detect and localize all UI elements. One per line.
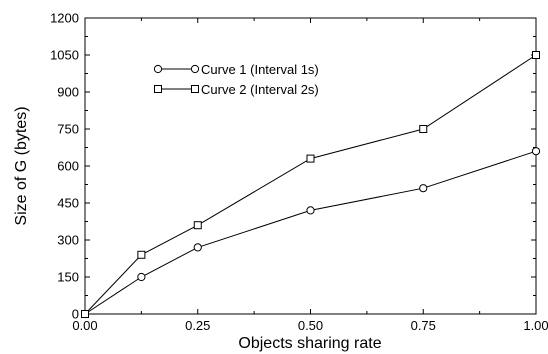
series-1-point	[419, 184, 428, 193]
x-tick-label: 0.25	[185, 318, 210, 333]
legend-marker-square-right	[191, 85, 199, 93]
y-tick-label: 300	[57, 233, 79, 248]
y-tick-labels: 0 150 300 450 600 750 900 1050 1200	[50, 11, 79, 322]
series-1-point	[531, 147, 541, 156]
y-tick-label: 150	[57, 270, 79, 285]
series-2-point	[137, 250, 146, 259]
series-2-point	[81, 310, 89, 318]
series-2-point	[193, 221, 202, 230]
series-layer	[80, 51, 541, 319]
series-line-1	[84, 150, 537, 315]
x-tick-label: 0.75	[411, 318, 436, 333]
legend-label-curve-1: Curve 1 (Interval 1s)	[201, 62, 319, 77]
legend: Curve 1 (Interval 1s) Curve 2 (Interval …	[153, 62, 319, 97]
x-tick-label: 1.00	[523, 318, 548, 333]
y-tick-label: 1200	[50, 11, 79, 26]
legend-label-curve-2: Curve 2 (Interval 2s)	[201, 82, 319, 97]
y-tick-label: 1050	[50, 48, 79, 63]
series-1-point	[137, 272, 146, 282]
axis-ticks	[84, 17, 537, 315]
x-tick-labels: 0.00 0.25 0.50 0.75 1.00	[72, 318, 548, 333]
series-2-point	[419, 125, 428, 133]
y-tick-label: 750	[57, 122, 79, 137]
series-line-2	[84, 54, 537, 315]
y-tick-label: 600	[57, 159, 79, 174]
legend-marker-square-left	[154, 85, 162, 93]
y-tick-label: 0	[72, 307, 79, 322]
x-axis-title: Objects sharing rate	[238, 335, 381, 352]
series-1-point	[193, 243, 202, 252]
series-2-point	[306, 154, 315, 163]
x-tick-label: 0.00	[72, 318, 97, 333]
y-axis-title: Size of G (bytes)	[13, 106, 30, 225]
legend-marker-circle-right	[190, 64, 200, 74]
series-2-point	[532, 51, 540, 59]
y-tick-label: 450	[57, 196, 79, 211]
y-tick-label: 900	[57, 85, 79, 100]
series-1-point	[306, 206, 315, 215]
legend-marker-circle-left	[153, 64, 163, 74]
x-tick-label: 0.50	[298, 318, 323, 333]
